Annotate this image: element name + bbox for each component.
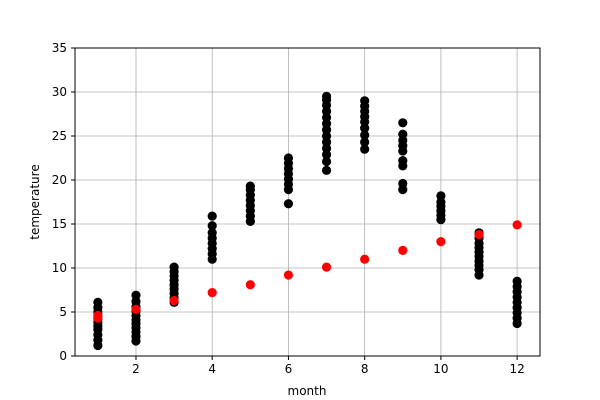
grid-lines xyxy=(75,47,540,357)
observed-point xyxy=(207,228,217,238)
fitted-point xyxy=(131,304,141,314)
observed-point xyxy=(360,137,370,147)
fitted-point xyxy=(398,245,408,255)
x-tick-label: 4 xyxy=(208,362,216,376)
x-tick-label: 8 xyxy=(361,362,369,376)
y-axis-label: temperature xyxy=(28,164,42,239)
observed-point xyxy=(169,262,179,272)
observed-point xyxy=(436,191,446,201)
plot-frame xyxy=(74,47,541,357)
observed-point xyxy=(207,211,217,221)
x-tick-label: 6 xyxy=(285,362,293,376)
observed-point xyxy=(398,129,408,139)
y-tick-label: 35 xyxy=(52,41,67,55)
x-axis-label: month xyxy=(288,384,327,398)
observed-point xyxy=(245,181,255,191)
observed-point xyxy=(398,156,408,166)
y-tick-label: 15 xyxy=(52,217,67,231)
observed-point xyxy=(321,165,332,175)
y-tick-label: 30 xyxy=(52,85,67,99)
observed-point xyxy=(360,144,370,154)
fitted-point xyxy=(169,295,179,306)
observed-point xyxy=(207,221,217,231)
observed-point xyxy=(360,96,370,106)
fitted-point xyxy=(474,229,484,240)
observed-point xyxy=(398,178,408,189)
x-tick-label: 12 xyxy=(509,362,524,376)
x-tick-label: 10 xyxy=(433,362,448,376)
fitted-point xyxy=(245,280,255,290)
tick-marks: 2 4 6 8 10 12 0 5 10 15 20 25 30 35 xyxy=(52,41,525,376)
fitted-point xyxy=(360,254,370,264)
fitted-point xyxy=(93,310,103,321)
observed-point xyxy=(93,297,103,307)
data-points xyxy=(93,91,522,351)
fitted-point xyxy=(512,220,522,230)
fitted-point xyxy=(283,270,294,280)
axes xyxy=(74,47,541,357)
y-tick-label: 0 xyxy=(59,349,67,363)
y-tick-label: 25 xyxy=(52,129,67,143)
x-tick-label: 2 xyxy=(132,362,140,376)
fitted-point xyxy=(321,262,332,272)
observed-point xyxy=(131,290,141,300)
fitted-point xyxy=(207,288,217,298)
y-tick-label: 10 xyxy=(52,261,67,275)
observed-point xyxy=(283,153,294,163)
observed-point xyxy=(321,91,332,101)
observed-point xyxy=(398,118,408,128)
fitted-point xyxy=(436,237,446,247)
observed-point xyxy=(321,156,332,167)
observed-point xyxy=(283,199,294,209)
y-tick-label: 20 xyxy=(52,173,67,187)
observed-point xyxy=(512,276,522,286)
y-tick-label: 5 xyxy=(59,305,67,319)
observed-point xyxy=(360,130,370,140)
